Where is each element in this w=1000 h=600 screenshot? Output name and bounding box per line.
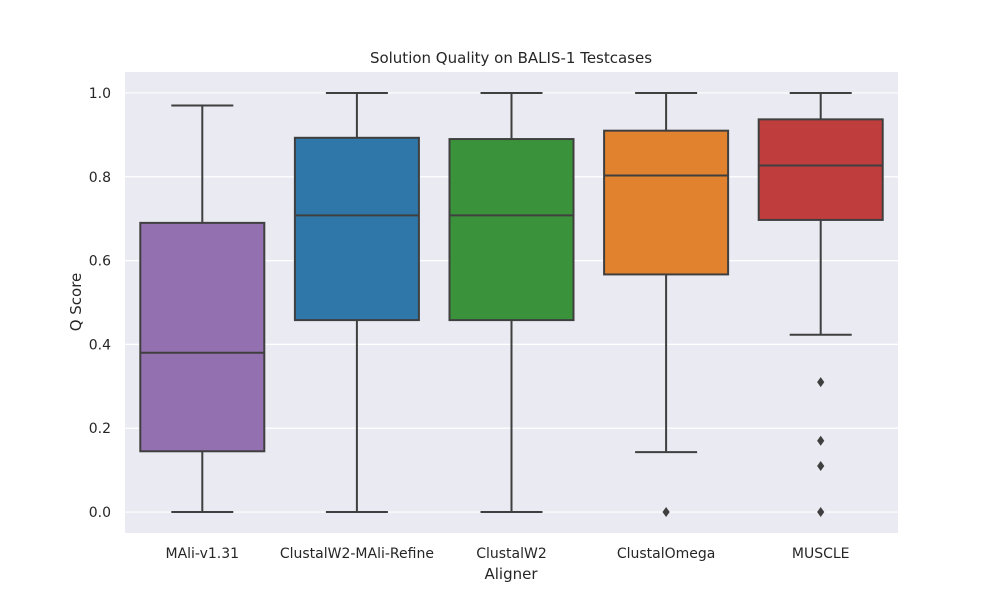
x-tick-label: MUSCLE [792, 546, 850, 562]
y-tick-label: 0.2 [89, 421, 111, 437]
box-0 [139, 104, 266, 514]
y-tick-label: 0.0 [89, 505, 111, 521]
outlier-point [662, 507, 670, 518]
chart-title: Solution Quality on BALIS-1 Testcases [370, 49, 652, 67]
box-3 [603, 91, 730, 518]
x-tick-label: ClustalW2-MAli-Refine [280, 546, 434, 562]
box-1 [293, 91, 420, 514]
box-iqr [757, 118, 884, 221]
box-4 [757, 91, 884, 518]
box-iqr [293, 136, 420, 322]
boxes-layer [139, 91, 884, 518]
x-tick-label: ClustalW2 [476, 546, 547, 562]
y-axis-label: Q Score [67, 273, 85, 332]
x-tick-label: MAli-v1.31 [166, 546, 240, 562]
box-iqr [139, 221, 266, 453]
outlier-point [817, 460, 825, 471]
outlier-point [817, 377, 825, 388]
x-tick-labels: MAli-v1.31 ClustalW2-MAli-Refine ClustalW2… [166, 546, 850, 562]
y-tick-label: 0.8 [89, 170, 111, 186]
y-tick-label: 0.6 [89, 254, 111, 270]
box-iqr [603, 129, 730, 276]
y-tick-label: 0.4 [89, 337, 111, 353]
box-2 [448, 91, 575, 514]
y-tick-label: 1.0 [89, 86, 111, 102]
y-tick-labels: 0.0 0.2 0.4 0.6 0.8 1.0 [89, 86, 111, 521]
x-tick-label: ClustalOmega [617, 546, 716, 562]
x-axis-label: Aligner [484, 565, 538, 583]
outlier-point [817, 507, 825, 518]
box-iqr [448, 138, 575, 322]
outlier-point [817, 435, 825, 446]
